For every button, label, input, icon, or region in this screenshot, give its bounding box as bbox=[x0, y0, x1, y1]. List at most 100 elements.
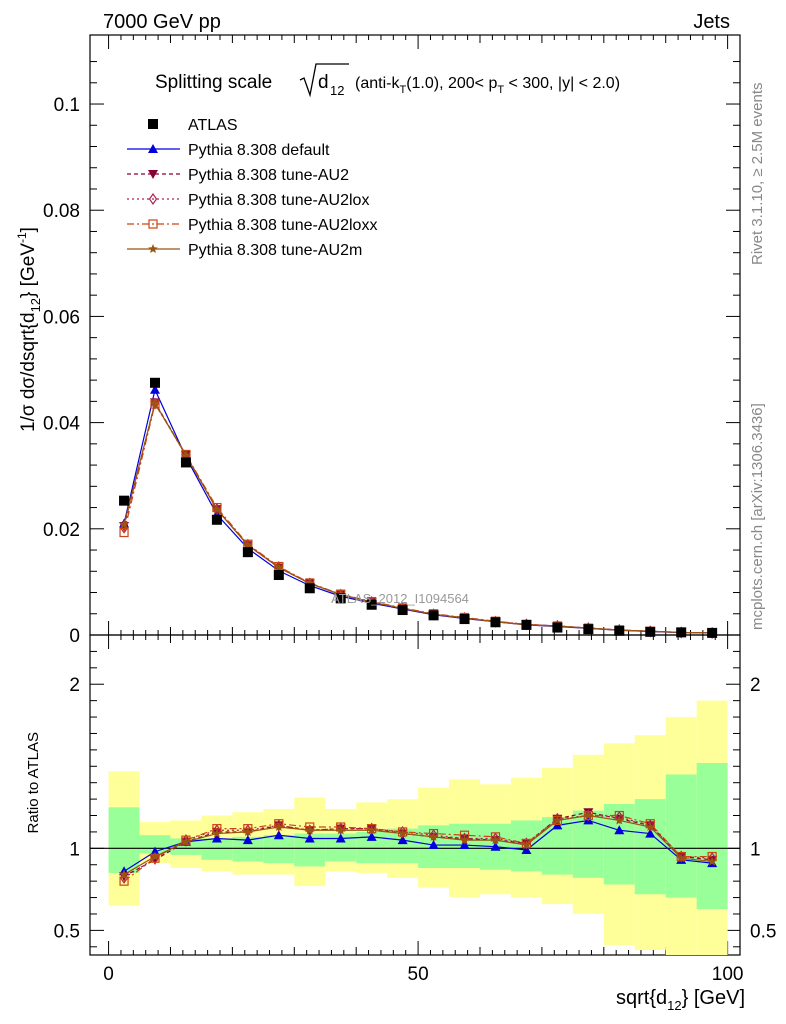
data-point bbox=[119, 495, 130, 506]
data-point bbox=[645, 626, 656, 637]
svg-text:(anti-kT(1.0), 200< pT < 300,: (anti-kT(1.0), 200< pT < 300, |y| < 2.0) bbox=[355, 75, 620, 96]
legend-marker bbox=[148, 119, 158, 129]
legend-marker bbox=[148, 192, 158, 206]
data-point bbox=[614, 625, 625, 636]
data-point bbox=[335, 593, 346, 604]
ratio-point bbox=[428, 840, 439, 850]
ratio-line bbox=[123, 814, 713, 876]
data-point bbox=[676, 627, 687, 638]
data-point bbox=[521, 619, 532, 630]
svg-text:Splitting scale: Splitting scale bbox=[155, 72, 272, 93]
ratio-point bbox=[367, 822, 376, 835]
data-point bbox=[273, 570, 284, 580]
ratio-point bbox=[336, 825, 346, 835]
analysis-watermark: ATLAS_2012_I1094564 bbox=[331, 591, 469, 606]
series-point bbox=[150, 398, 160, 407]
ratio-point bbox=[398, 825, 407, 838]
ratio-point bbox=[119, 876, 129, 886]
legend-marker bbox=[148, 144, 158, 153]
ratio-point bbox=[304, 833, 315, 843]
svg-text:d: d bbox=[318, 72, 329, 93]
x-axis-label: sqrt{d12} [GeV] bbox=[616, 987, 745, 1013]
ratio-point bbox=[491, 832, 500, 845]
sqrt-symbol bbox=[299, 63, 349, 98]
ratio-point bbox=[429, 829, 438, 842]
uncertainty-band-inner bbox=[263, 835, 295, 864]
y-tick-label: 0 bbox=[69, 626, 80, 647]
data-point bbox=[707, 627, 718, 638]
ratio-point bbox=[646, 819, 655, 832]
ratio-point bbox=[243, 826, 253, 836]
ratio-point bbox=[273, 830, 284, 840]
ratio-point bbox=[521, 838, 532, 849]
y-tick-label: 0.02 bbox=[43, 520, 80, 541]
ratio-point bbox=[676, 851, 686, 862]
uncertainty-band-inner bbox=[108, 807, 140, 873]
data-point bbox=[397, 605, 408, 616]
y-tick-label: 1 bbox=[69, 839, 80, 860]
data-point bbox=[150, 377, 160, 388]
ratio-point bbox=[305, 825, 315, 835]
legend-label: ATLAS bbox=[188, 117, 238, 134]
data-point bbox=[366, 599, 377, 610]
ratio-point bbox=[367, 824, 377, 834]
ratio-point bbox=[459, 840, 470, 850]
ratio-point bbox=[335, 833, 346, 843]
title-sqrt-sub: 12 bbox=[330, 83, 344, 98]
legend-label: Pythia 8.308 default bbox=[188, 142, 330, 159]
ratio-point bbox=[645, 822, 655, 831]
ratio-point bbox=[552, 815, 563, 825]
ratio-point bbox=[707, 856, 717, 866]
data-point bbox=[490, 617, 501, 628]
series-point bbox=[212, 504, 222, 514]
ratio-point bbox=[211, 833, 222, 843]
ratio-point bbox=[397, 835, 408, 845]
data-point bbox=[552, 622, 563, 633]
ratio-point bbox=[490, 835, 501, 845]
data-point bbox=[428, 610, 439, 621]
legend-marker bbox=[148, 244, 158, 253]
ratio-point bbox=[181, 834, 191, 847]
ratio-point bbox=[645, 828, 656, 838]
ratio-point bbox=[521, 840, 532, 850]
ratio-point bbox=[490, 841, 501, 851]
legend-label: Pythia 8.308 tune-AU2lox bbox=[188, 192, 369, 209]
ratio-point bbox=[274, 822, 284, 831]
ratio-point bbox=[459, 835, 470, 845]
uncertainty-band-inner bbox=[696, 763, 728, 910]
legend-marker bbox=[148, 219, 158, 229]
series-point bbox=[243, 540, 253, 550]
ratio-point bbox=[614, 815, 624, 825]
legend: ATLAS Pythia 8.308 default Pythia 8.308 tu… bbox=[127, 117, 377, 259]
y-tick-label-right: 2 bbox=[750, 675, 761, 696]
ratio-point bbox=[676, 850, 686, 863]
ratio-point bbox=[553, 812, 562, 825]
ratio-point bbox=[366, 825, 377, 835]
uncertainty-band-inner bbox=[634, 799, 666, 895]
main-panel bbox=[119, 377, 718, 640]
ratio-point bbox=[460, 832, 469, 845]
ratio-panel bbox=[90, 700, 740, 955]
series-point bbox=[212, 503, 222, 516]
ratio-point bbox=[398, 827, 408, 837]
data-point bbox=[211, 514, 222, 525]
ratio-point bbox=[212, 828, 222, 838]
data-point bbox=[304, 583, 315, 594]
legend-marker bbox=[148, 170, 158, 179]
ratio-line bbox=[123, 814, 713, 879]
ratio-point bbox=[366, 831, 377, 841]
ratio-point bbox=[614, 825, 625, 835]
ratio-line bbox=[123, 819, 713, 872]
title-rest-sub: T bbox=[399, 84, 406, 96]
y-tick-label-right: 1 bbox=[750, 839, 761, 860]
header-left: 7000 GeV pp bbox=[103, 11, 221, 33]
series-point bbox=[119, 519, 129, 529]
legend-label: Pythia 8.308 tune-AU2 bbox=[188, 167, 349, 184]
ratio-point bbox=[242, 835, 253, 845]
title-rest2-sub: T bbox=[497, 84, 504, 96]
y-tick-label: 0.08 bbox=[43, 201, 80, 222]
ratio-point bbox=[676, 853, 686, 863]
ratio-point bbox=[119, 869, 129, 879]
top-y-axis-label: 1/σ dσ/dsqrt{d12} [GeV-1] bbox=[15, 227, 43, 432]
